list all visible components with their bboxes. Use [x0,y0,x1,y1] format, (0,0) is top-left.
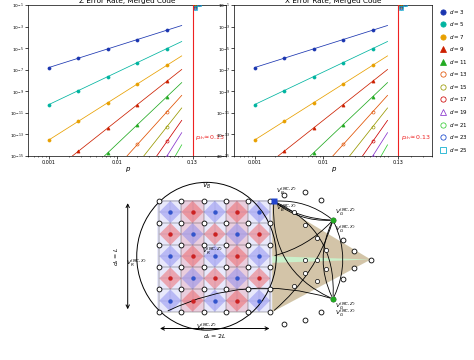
Polygon shape [226,201,248,312]
Text: $d=9$: $d=9$ [449,45,464,53]
Text: $d=17$: $d=17$ [449,95,468,103]
Polygon shape [159,289,182,312]
Polygon shape [159,267,182,289]
Polygon shape [204,289,226,312]
X-axis label: p: p [125,166,129,172]
Text: $d_s = L$: $d_s = L$ [112,247,121,266]
Polygon shape [182,245,204,267]
Text: $V_B^{(MC,Z)}$: $V_B^{(MC,Z)}$ [276,186,297,197]
Polygon shape [272,260,371,312]
Polygon shape [226,245,248,267]
Text: $V_G^{(MC,X)}$: $V_G^{(MC,X)}$ [336,307,356,319]
Polygon shape [182,223,204,245]
Polygon shape [248,223,270,245]
Polygon shape [182,267,204,289]
Polygon shape [157,201,272,312]
Text: $d=5$: $d=5$ [449,20,464,28]
Text: $d=11$: $d=11$ [449,58,468,66]
Text: $d=23$: $d=23$ [449,133,468,141]
Polygon shape [248,245,270,267]
Text: $d=13$: $d=13$ [449,71,468,78]
Polygon shape [159,245,182,267]
Text: $d=3$: $d=3$ [449,8,464,16]
Polygon shape [204,223,226,245]
Polygon shape [226,223,248,245]
Text: $d=21$: $d=21$ [449,121,468,129]
Text: $V_G^{(MC,X)}$: $V_G^{(MC,X)}$ [336,224,356,235]
Text: $V_B^{(MC,X)}$: $V_B^{(MC,X)}$ [276,202,297,213]
Polygon shape [182,201,204,223]
Polygon shape [182,201,204,312]
Text: $p_{\rm th}\!\approx\!0.13$: $p_{\rm th}\!\approx\!0.13$ [195,133,224,142]
Text: $V_G^{(MC,Z)}$: $V_G^{(MC,Z)}$ [336,207,356,219]
Polygon shape [272,201,371,312]
Text: $d=25$: $d=25$ [449,146,468,154]
Polygon shape [159,201,182,223]
Polygon shape [248,267,270,289]
Title: Z Error Rate, Merged Code: Z Error Rate, Merged Code [79,0,175,4]
Text: $d=15$: $d=15$ [449,83,468,91]
Polygon shape [248,201,270,223]
Polygon shape [226,267,248,289]
Polygon shape [204,201,226,223]
Text: $V_B$: $V_B$ [202,181,211,192]
Polygon shape [204,267,226,289]
Text: $d=7$: $d=7$ [449,33,464,41]
Polygon shape [226,289,248,312]
Text: $V_G^{(MC,Z)}$: $V_G^{(MC,Z)}$ [336,301,356,312]
Polygon shape [204,245,226,267]
Polygon shape [182,289,204,312]
Polygon shape [159,223,182,245]
Text: $p_{\rm th}\!\approx\!0.13$: $p_{\rm th}\!\approx\!0.13$ [401,133,430,142]
Text: $V_B^{(MC,Z)}$: $V_B^{(MC,Z)}$ [196,321,217,333]
Text: $d=19$: $d=19$ [449,108,468,116]
Polygon shape [272,201,371,260]
Polygon shape [226,201,248,223]
Text: $d_s = 2L$: $d_s = 2L$ [203,332,226,341]
Text: $V_R^{(MC,X)}$: $V_R^{(MC,X)}$ [127,257,147,269]
X-axis label: p: p [331,166,335,172]
Title: X Error Rate, Merged Code: X Error Rate, Merged Code [285,0,381,4]
Polygon shape [248,289,270,312]
Text: $V_R^{(MC,Z)}$: $V_R^{(MC,Z)}$ [201,246,223,257]
